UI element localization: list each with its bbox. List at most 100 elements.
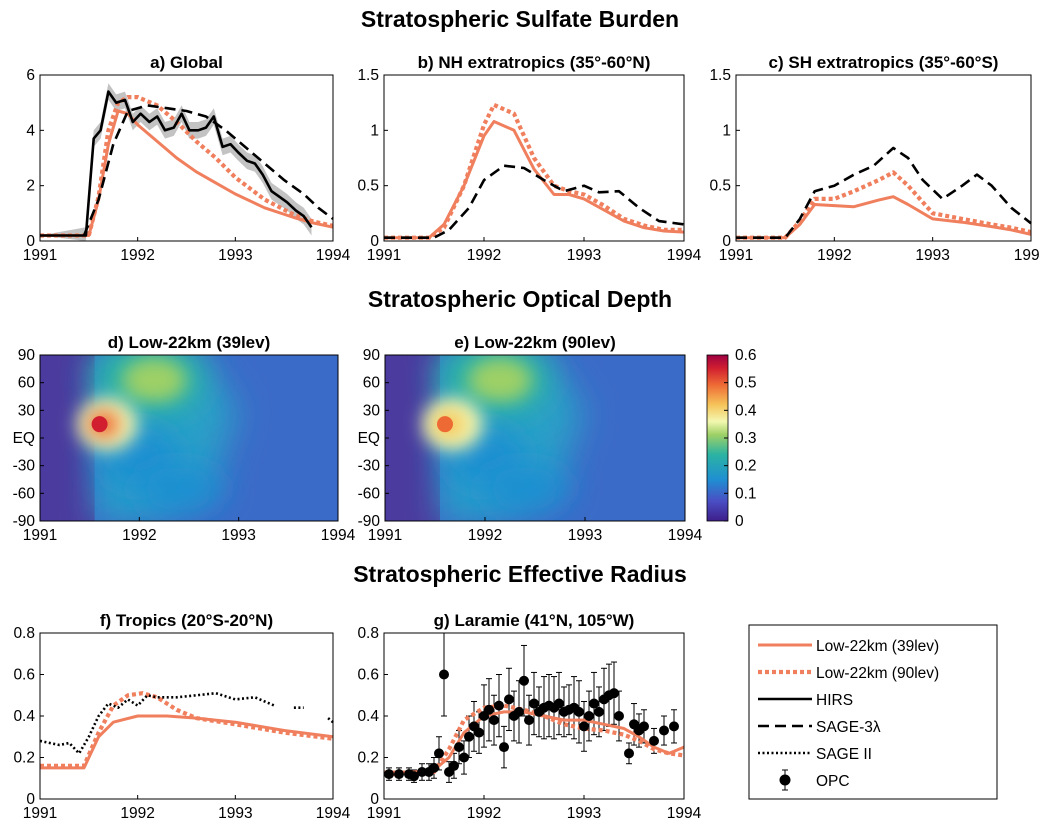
axes-frame-a bbox=[39, 74, 334, 242]
opc-point bbox=[639, 721, 649, 732]
y-tick-label-f: 0 bbox=[26, 791, 35, 808]
x-tick-label-c: 1992 bbox=[817, 247, 851, 264]
series-line-a-2 bbox=[40, 90, 313, 237]
x-tick-label-e: 1992 bbox=[468, 527, 502, 544]
y-tick-label-b: 1.5 bbox=[357, 67, 379, 84]
x-tick-label-f: 1991 bbox=[23, 805, 57, 822]
x-tick-label-e: 1993 bbox=[568, 527, 602, 544]
heatmap-northern-max bbox=[122, 358, 187, 403]
opc-point bbox=[524, 715, 534, 726]
opc-point bbox=[579, 721, 589, 732]
opc-point bbox=[589, 698, 599, 709]
x-tick-label-c: 1993 bbox=[915, 247, 949, 264]
panel-b-nh-extratropics: b) NH extratropics (35°-60°N) 1991 1992 199… bbox=[357, 53, 701, 264]
panel-title-d: d) Low-22km (39lev) bbox=[108, 333, 271, 352]
legend-swatch-point bbox=[779, 774, 791, 786]
series-line-f-4 bbox=[327, 717, 334, 724]
y-tick-label-d: -90 bbox=[13, 513, 36, 530]
opc-point bbox=[429, 762, 439, 773]
uncertainty-band-a bbox=[40, 83, 312, 241]
x-tick-label-e: 1994 bbox=[668, 527, 703, 544]
opc-point bbox=[384, 769, 394, 780]
y-tick-label-d: -60 bbox=[13, 485, 36, 502]
opc-point bbox=[434, 748, 444, 759]
opc-point bbox=[464, 731, 474, 742]
y-tick-label-f: 0.6 bbox=[13, 667, 35, 684]
series-line-b-2 bbox=[384, 164, 685, 239]
x-tick-label-g: 1994 bbox=[667, 805, 702, 822]
x-tick-label-d: 1993 bbox=[221, 527, 255, 544]
y-tick-label-e: 90 bbox=[363, 347, 381, 364]
opc-point bbox=[609, 688, 619, 699]
x-tick-label-g: 1992 bbox=[467, 805, 501, 822]
y-tick-label-f: 0.4 bbox=[13, 708, 35, 725]
legend: Low-22km (39lev) Low-22km (90lev) HIRS SAGE… bbox=[748, 624, 998, 800]
y-tick-label-b: 1 bbox=[370, 122, 379, 139]
axes-frame-c bbox=[735, 74, 1032, 242]
heatmap-northern-max bbox=[468, 358, 532, 403]
colorbar: 0.6 0.5 0.4 0.3 0.2 0.1 0 bbox=[706, 347, 757, 530]
legend-label: SAGE-3λ bbox=[816, 719, 881, 736]
colorbar-tick-label: 0.5 bbox=[735, 375, 757, 392]
opc-point bbox=[519, 675, 529, 686]
x-tick-label-b: 1993 bbox=[567, 247, 601, 264]
colorbar-tick-label: 0 bbox=[735, 513, 744, 530]
y-tick-label-f: 0.8 bbox=[13, 625, 35, 642]
y-tick-label-e: -90 bbox=[358, 513, 381, 530]
x-tick-label-d: 1994 bbox=[321, 527, 356, 544]
legend-box bbox=[748, 624, 998, 800]
section-title-effective-radius: Stratospheric Effective Radius bbox=[353, 561, 687, 587]
opc-point bbox=[494, 700, 504, 711]
series-line-c-0 bbox=[736, 195, 1032, 240]
heatmap-tropical-max bbox=[91, 416, 108, 433]
x-tick-label-a: 1993 bbox=[218, 247, 252, 264]
colorbar-tick-label: 0.6 bbox=[735, 347, 757, 364]
y-tick-label-a: 4 bbox=[26, 122, 35, 139]
panel-title-g: g) Laramie (41°N, 105°W) bbox=[434, 611, 635, 630]
panel-d-heatmap-39lev: d) Low-22km (39lev) 1991 1992 1993 1994 90 60 3… bbox=[13, 333, 356, 544]
opc-point bbox=[394, 769, 404, 780]
opc-point bbox=[499, 742, 509, 753]
y-tick-label-e: -30 bbox=[358, 458, 381, 475]
colorbar-tick-label: 0.1 bbox=[735, 485, 757, 502]
y-tick-label-a: 0 bbox=[26, 233, 35, 250]
series-line-g-0 bbox=[384, 710, 685, 774]
opc-point bbox=[584, 711, 594, 721]
x-tick-label-b: 1992 bbox=[467, 247, 501, 264]
y-tick-label-c: 0 bbox=[722, 233, 731, 250]
x-tick-label-a: 1991 bbox=[23, 247, 57, 264]
heatmap-field-d bbox=[40, 355, 338, 521]
y-tick-label-a: 2 bbox=[26, 178, 35, 195]
y-tick-label-b: 0 bbox=[370, 233, 379, 250]
y-tick-label-g: 0 bbox=[370, 791, 379, 808]
y-tick-label-d: 90 bbox=[18, 347, 36, 364]
x-tick-label-b: 1994 bbox=[667, 247, 702, 264]
opc-point bbox=[649, 735, 659, 746]
x-tick-label-f: 1994 bbox=[316, 805, 351, 822]
x-tick-label-a: 1994 bbox=[316, 247, 351, 264]
y-tick-label-e: 60 bbox=[363, 375, 381, 392]
opc-point bbox=[659, 725, 669, 736]
opc-point bbox=[574, 706, 584, 717]
opc-point bbox=[454, 742, 464, 753]
y-tick-label-a: 6 bbox=[26, 67, 35, 84]
x-tick-label-g: 1993 bbox=[567, 805, 601, 822]
heatmap-tropical-max bbox=[437, 416, 453, 433]
series-line-a-3 bbox=[82, 104, 334, 236]
opc-point bbox=[474, 727, 484, 738]
colorbar-tick-label: 0.4 bbox=[735, 402, 757, 419]
legend-label: OPC bbox=[816, 773, 850, 790]
panel-title-e: e) Low-22km (90lev) bbox=[454, 333, 616, 352]
series-line-a-1 bbox=[40, 94, 334, 238]
panel-a-global: a) Global 1991 1992 1993 1994 0 2 4 6 bbox=[23, 53, 351, 264]
opc-point bbox=[669, 721, 679, 732]
x-tick-label-d: 1992 bbox=[122, 527, 156, 544]
opc-point bbox=[484, 704, 494, 715]
y-tick-label-f: 0.2 bbox=[13, 750, 35, 767]
legend-label: SAGE II bbox=[816, 746, 872, 763]
x-tick-label-b: 1991 bbox=[367, 247, 401, 264]
series-line-c-2 bbox=[736, 146, 1032, 239]
opc-point bbox=[594, 706, 604, 717]
opc-point bbox=[554, 698, 564, 709]
